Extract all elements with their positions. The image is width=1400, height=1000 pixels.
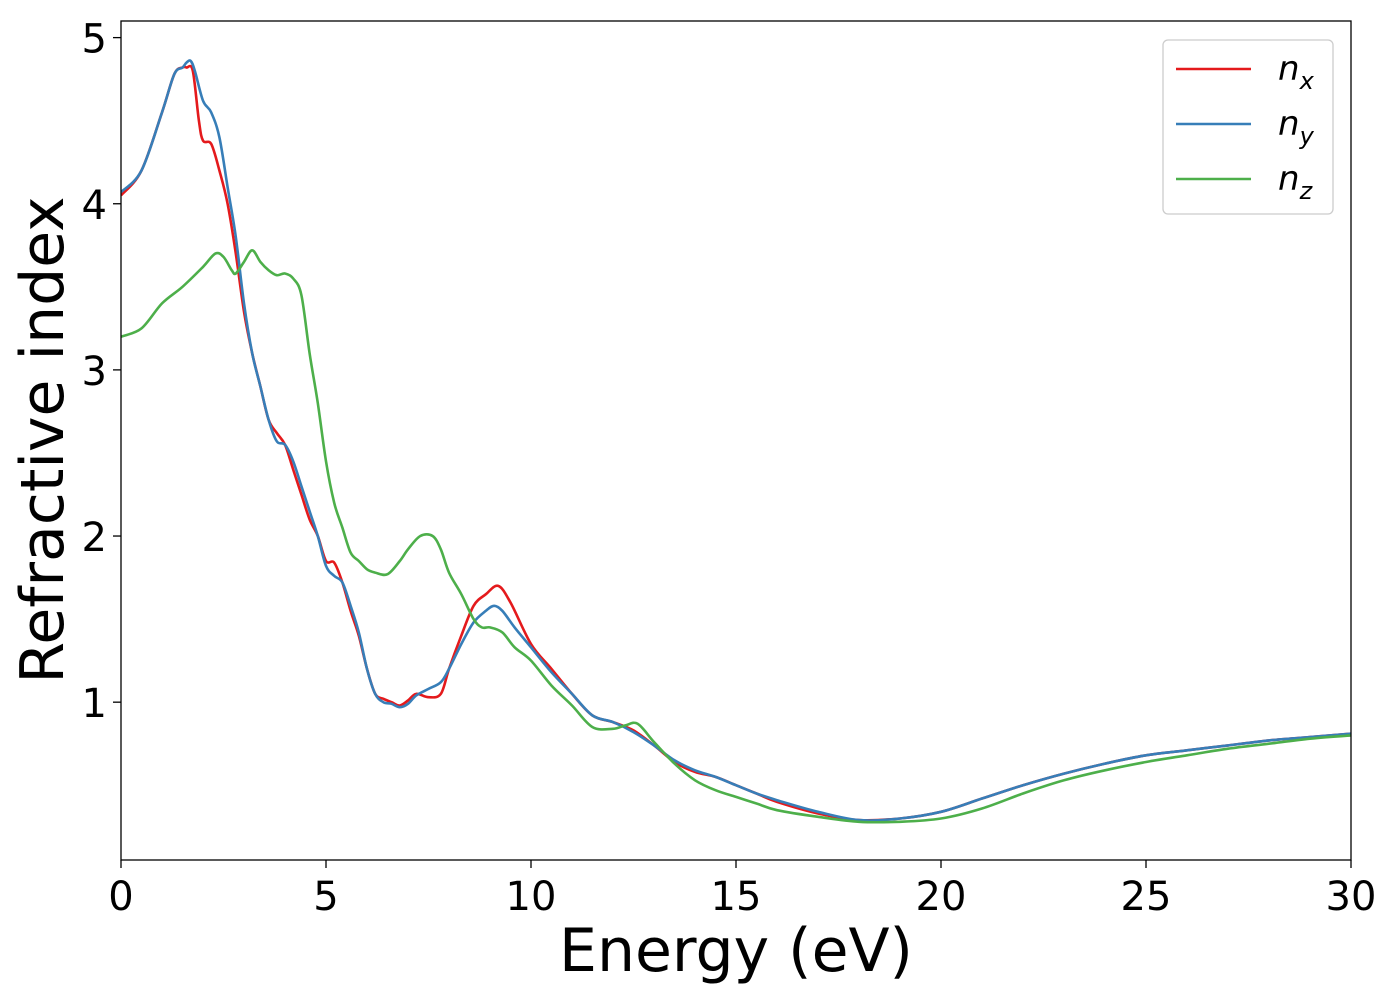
x-tick-label: 25 [1121,874,1172,920]
x-tick-label: 20 [916,874,967,920]
legend-box [1162,39,1334,215]
y-tick-label: 3 [82,349,107,395]
legend-label-y: ny [1278,104,1315,150]
x-tick-label: 0 [108,874,133,920]
y-axis-title: Refractive index [8,196,78,683]
x-axis-ticks: 0 5 10 15 20 25 30 [108,860,1376,920]
x-tick-label: 15 [711,874,762,920]
y-tick-label: 4 [82,183,107,229]
y-tick-label: 2 [82,515,107,561]
x-tick-label: 5 [313,874,338,920]
y-axis-ticks: 1 2 3 4 5 [82,17,121,727]
legend-entries: nx ny nz [1176,49,1315,205]
x-tick-label: 10 [506,874,557,920]
series-line-y [121,59,1351,822]
series-layer [121,59,1351,824]
x-tick-label: 30 [1326,874,1377,920]
y-tick-label: 1 [82,681,107,727]
x-axis-title: Energy (eV) [559,916,913,986]
legend-label-z: nz [1278,159,1314,205]
plot-background [121,21,1351,860]
y-tick-label: 5 [82,17,107,63]
series-line-z [121,249,1351,824]
legend: nx ny nz [1162,39,1334,215]
legend-label-x: nx [1278,49,1315,95]
